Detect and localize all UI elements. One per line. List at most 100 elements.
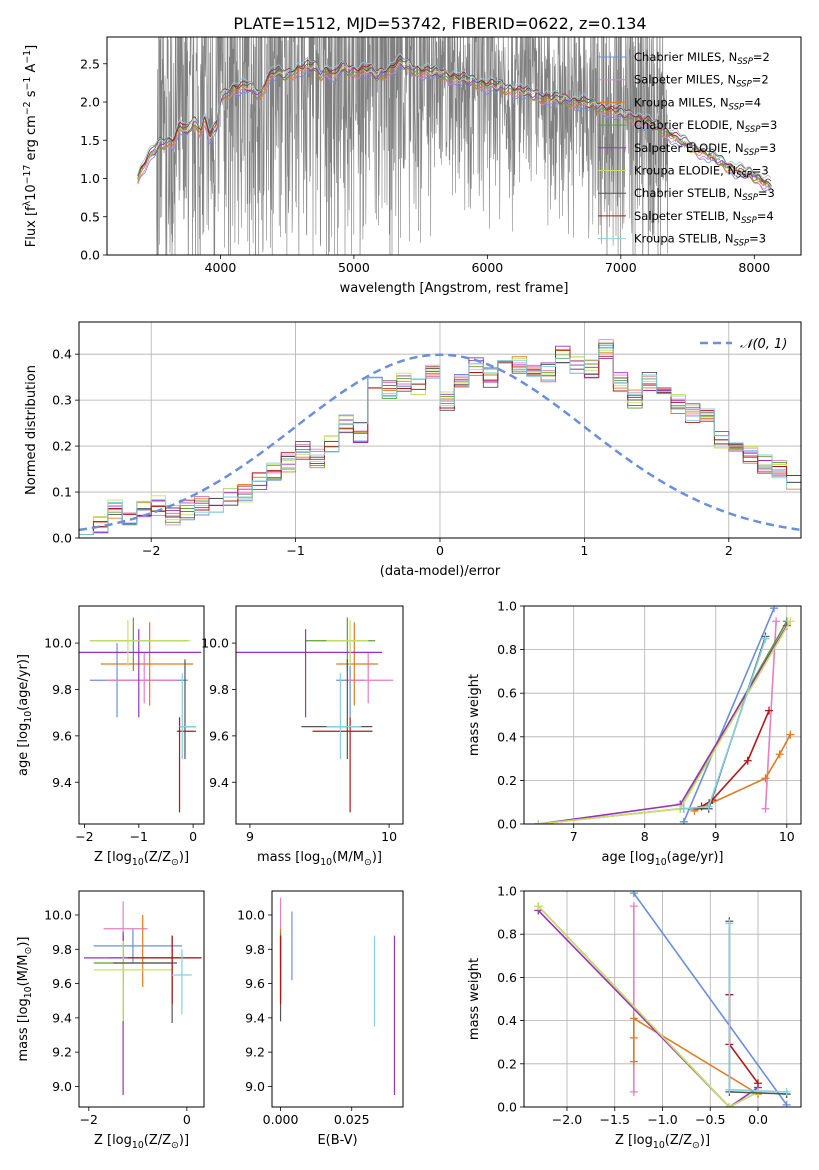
axes-frame [271, 890, 404, 1108]
x-tick-label: 0.0 [748, 1112, 768, 1127]
legend-label: Salpeter MILES, NSSP=2 [634, 73, 769, 90]
weight-marker-kroupa-stelib [782, 1087, 791, 1096]
y-axis-label: Normed distribution [24, 365, 39, 495]
weight-marker-kroupa-stelib [725, 1085, 734, 1094]
y-axis-label-part: −1 [22, 50, 33, 64]
legend-label-name: Chabrier MILES, N [634, 50, 737, 64]
histogram-step-kroupa-elodie [79, 350, 801, 535]
legend-label-name: Salpeter ELODIE, N [634, 141, 744, 155]
x-tick-label: −2.0 [552, 1112, 582, 1127]
x-tick-label: 10 [779, 829, 795, 844]
legend-label: Chabrier MILES, NSSP=2 [634, 50, 770, 67]
legend-label-count: =2 [753, 50, 770, 64]
legend-label-sub: SSP [734, 239, 750, 249]
y-tick-label: 0.8 [497, 642, 517, 657]
y-axis-label-part: age [log [16, 723, 31, 776]
legend-label-name: Chabrier STELIB, N [634, 186, 742, 200]
histogram-step-kroupa-miles [79, 350, 801, 535]
weight-marker-kroupa-miles [786, 730, 795, 739]
y-tick-label: 9.8 [209, 682, 229, 697]
x-axis-label-part: age [log [602, 850, 655, 865]
legend-label: 𝒩(0, 1) [740, 337, 787, 352]
x-axis-label-part: 10 [132, 1140, 144, 1151]
x-axis-label-part: mass [log [257, 850, 320, 865]
y-tick-label: 9.4 [209, 775, 229, 790]
y-tick-label: 0.0 [497, 1100, 517, 1115]
x-axis-label-part: Z [log [94, 1133, 132, 1148]
x-tick-label: 2 [725, 543, 733, 558]
x-tick-label: 0 [183, 1112, 191, 1127]
model-line-salpeter-miles [137, 62, 772, 190]
x-axis-label-part: (Z/Z [665, 1133, 692, 1148]
legend-label-name: Kroupa STELIB, N [634, 232, 734, 246]
weight-marker-chabrier-miles [679, 817, 688, 824]
legend-label-count: =3 [749, 232, 766, 246]
plot-area [137, 37, 772, 255]
y-tick-label: 9.6 [52, 728, 72, 743]
y-axis-label-part: )] [16, 937, 31, 947]
x-axis-label: Z [log10(Z/Z⊙)] [94, 1133, 189, 1151]
x-tick-label: −0.5 [695, 1112, 725, 1127]
plots-layer: 4000 5000 6000 7000 80000.00.51.01.52.02.5wa… [16, 36, 802, 1151]
y-axis-label-part: (M/M [16, 955, 31, 987]
legend-label: Kroupa STELIB, NSSP=3 [634, 232, 766, 249]
weight-marker-kroupa-miles [775, 750, 784, 759]
x-tick-label: 7 [570, 829, 578, 844]
x-tick-label: 8 [641, 829, 649, 844]
y-axis-label-part: 10 [23, 986, 34, 998]
weight-marker-salpeter-miles [761, 804, 770, 813]
y-tick-label: 10.0 [44, 636, 72, 651]
y-tick-label: 9.2 [52, 1045, 72, 1060]
weight-marker-kroupa-stelib [761, 634, 770, 643]
y-axis-label: mass [log10(M/M⊙)] [16, 937, 34, 1062]
x-axis-label: wavelength [Angstrom, rest frame] [340, 281, 569, 296]
x-axis-label: age [log10(age/yr)] [602, 850, 724, 868]
plot-area [236, 617, 394, 813]
x-axis-label-part: ⊙ [692, 1140, 700, 1151]
x-axis-label-part: (Z/Z [144, 850, 171, 865]
y-axis-label-part: −17 [22, 165, 33, 185]
x-tick-label: −1 [286, 543, 304, 558]
weight-marker-kroupa-elodie [754, 1087, 763, 1096]
weight-line-kroupa-elodie [538, 620, 791, 824]
y-axis-label-part: λ [22, 200, 33, 206]
y-tick-label: 0.1 [52, 485, 72, 500]
y-tick-label: 0.2 [497, 773, 517, 788]
x-axis-label: Z [log10(Z/Z⊙)] [615, 1133, 710, 1151]
weight-marker-salpeter-miles [629, 1087, 638, 1096]
legend-label: Salpeter ELODIE, NSSP=3 [634, 141, 776, 158]
legend-label-sub: SSP [744, 148, 760, 158]
y-tick-label: 0.4 [52, 347, 72, 362]
y-axis-label-part: 10 [23, 711, 34, 723]
y-tick-label: 9.8 [245, 942, 265, 957]
x-axis-label-part: )] [700, 1133, 710, 1148]
y-tick-label: 10.0 [44, 908, 72, 923]
plot-area [534, 891, 791, 1107]
y-axis-label-part: mass [log [16, 998, 31, 1061]
y-axis-label-part: (age/yr)] [16, 654, 31, 711]
legend-label-sub: SSP [745, 125, 761, 135]
x-axis-label-part: )] [372, 850, 382, 865]
legend-label-count: =4 [744, 95, 761, 109]
weight-marker-kroupa-elodie [725, 1103, 734, 1107]
weight-line-kroupa-miles [633, 1016, 759, 1095]
weight-line-salpeter-stelib [728, 994, 759, 1084]
x-tick-label: −1 [130, 829, 148, 844]
axes-frame [523, 605, 802, 825]
weight-marker-kroupa-stelib [725, 919, 734, 928]
model-line-salpeter-stelib [137, 55, 772, 182]
y-tick-label: 0.6 [497, 686, 517, 701]
y-tick-label: 9.0 [245, 1079, 265, 1094]
weight-marker-chabrier-miles [782, 1100, 791, 1107]
weight-line-salpeter-miles [764, 621, 777, 809]
y-tick-label: 0.8 [497, 927, 517, 942]
x-tick-label: 1 [580, 543, 588, 558]
weight-marker-salpeter-stelib [743, 756, 752, 765]
x-tick-label: 0 [189, 829, 197, 844]
legend-label-sub: SSP [741, 216, 757, 226]
x-tick-label: 8000 [738, 260, 770, 275]
y-tick-label: 0.3 [52, 393, 72, 408]
x-axis-label-part: ⊙ [364, 857, 372, 868]
y-tick-label: 0.0 [497, 817, 517, 832]
x-axis-label-part: (Z/Z [144, 1133, 171, 1148]
